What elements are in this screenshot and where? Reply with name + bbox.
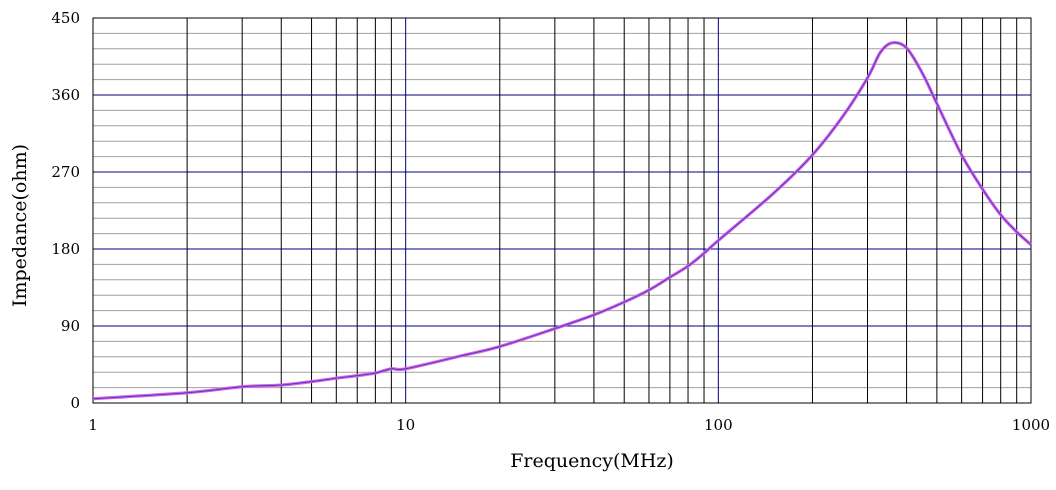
x-axis-title: Frequency(MHz) xyxy=(510,450,674,472)
x-tick-label: 100 xyxy=(704,416,733,434)
impedance-line-inner xyxy=(92,42,1032,400)
x-tick-labels: 1 10 100 1000 xyxy=(88,416,1050,434)
y-tick-label: 360 xyxy=(51,86,80,104)
x-tick-label: 10 xyxy=(396,416,415,434)
y-axis-title: Impedance(ohm) xyxy=(9,144,31,307)
impedance-line-outer xyxy=(92,40,1033,401)
y-tick-label: 180 xyxy=(51,240,80,258)
y-tick-labels: 0 90 180 270 360 450 xyxy=(51,9,80,412)
x-tick-label: 1 xyxy=(88,416,98,434)
y-tick-label: 90 xyxy=(61,317,80,335)
y-tick-label: 450 xyxy=(51,9,80,27)
plot-frame xyxy=(92,17,1032,404)
major-grid xyxy=(93,18,1031,403)
y-tick-label: 270 xyxy=(51,163,80,181)
y-tick-label: 0 xyxy=(70,394,80,412)
minor-grid xyxy=(93,18,1031,403)
x-tick-label: 1000 xyxy=(1012,416,1050,434)
impedance-curve xyxy=(92,40,1033,401)
